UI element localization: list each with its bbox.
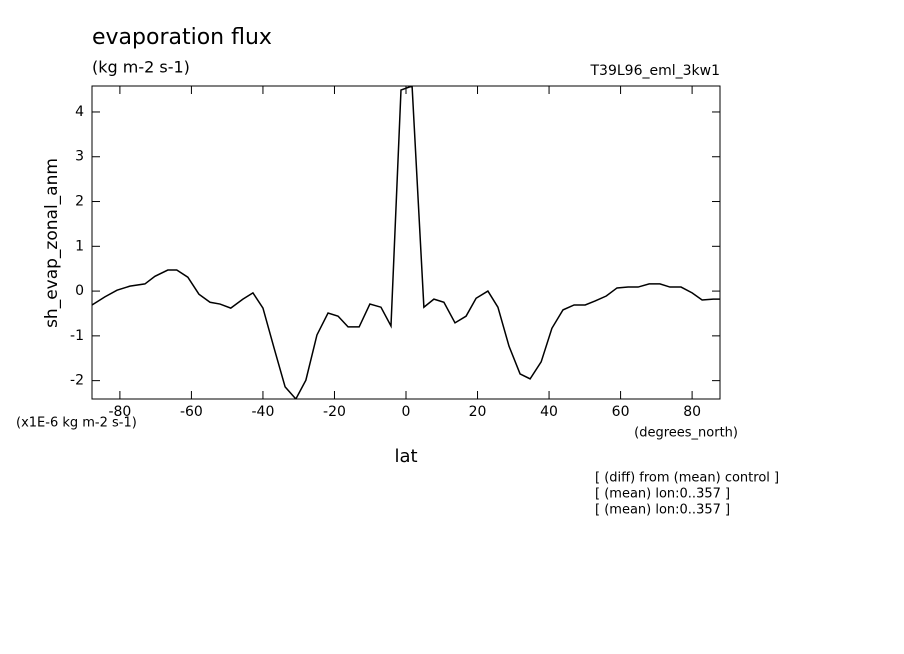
x-units-label: (degrees_north) [634, 426, 738, 441]
x-tick-label: 40 [540, 404, 558, 420]
y-tick-label: 3 [75, 149, 84, 165]
data-line [92, 86, 720, 399]
y-units-label: (x1E-6 kg m-2 s-1) [16, 416, 137, 431]
chart-title: evaporation flux [92, 25, 272, 50]
y-tick-label: -1 [70, 328, 84, 344]
x-tick-label: 0 [402, 404, 411, 420]
y-tick-label: 4 [75, 104, 84, 120]
note: [ (mean) lon:0..357 ] [595, 487, 730, 502]
note: [ (mean) lon:0..357 ] [595, 503, 730, 518]
x-tick-label: 80 [683, 404, 701, 420]
x-tick-label: -40 [252, 404, 275, 420]
y-tick-label: -2 [70, 373, 84, 389]
y-tick-label: 0 [75, 283, 84, 299]
x-axis-label: lat [394, 446, 417, 467]
x-tick-label: 20 [469, 404, 487, 420]
x-tick-label: -60 [180, 404, 203, 420]
x-tick-label: 60 [612, 404, 630, 420]
dataset-label: T39L96_eml_3kw1 [590, 63, 721, 79]
y-axis-label: sh_evap_zonal_anm [42, 158, 62, 328]
chart-subtitle: (kg m-2 s-1) [92, 58, 190, 77]
x-tick-label: -80 [108, 404, 131, 420]
y-tick-label: 1 [75, 238, 84, 254]
x-tick-label: -20 [323, 404, 346, 420]
plot-frame [91, 85, 721, 400]
y-tick-label: 2 [75, 194, 84, 210]
note: [ (diff) from (mean) control ] [595, 471, 779, 486]
